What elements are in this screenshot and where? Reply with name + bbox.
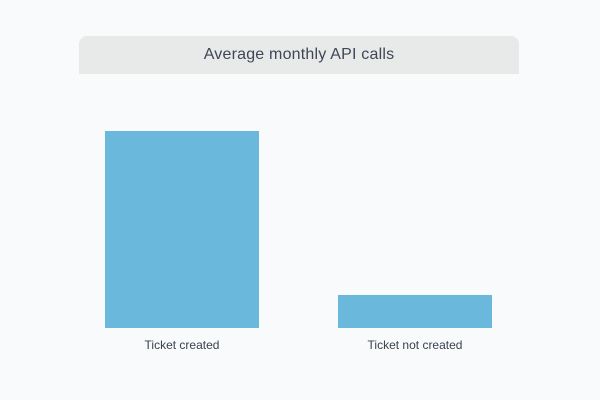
chart-title-bar: Average monthly API calls: [79, 36, 519, 74]
bar-ticket-created[interactable]: [105, 131, 259, 328]
bar-group-ticket-not-created: Ticket not created: [338, 0, 492, 352]
chart-title: Average monthly API calls: [203, 46, 395, 63]
bar-group-ticket-created: Ticket created: [105, 0, 259, 352]
bar-label-ticket-created: Ticket created: [144, 338, 220, 352]
bar-ticket-not-created[interactable]: [338, 295, 492, 328]
bar-label-ticket-not-created: Ticket not created: [367, 338, 463, 352]
